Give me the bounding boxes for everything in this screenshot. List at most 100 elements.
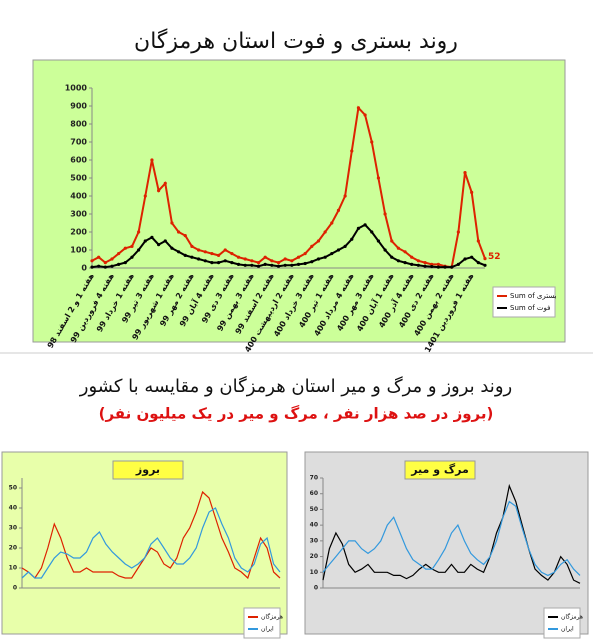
point: [203, 250, 207, 254]
legend-box: [543, 607, 581, 639]
point: [463, 171, 467, 175]
point: [390, 239, 394, 243]
point: [390, 255, 394, 259]
point: [303, 261, 307, 266]
point: [376, 176, 381, 180]
point: [190, 255, 194, 259]
point: [117, 252, 121, 256]
point: [117, 262, 121, 266]
point: [183, 253, 187, 257]
series-line: [21, 490, 281, 580]
point: [97, 255, 101, 259]
point: [430, 264, 434, 269]
chart-background: [304, 451, 589, 635]
point: [443, 265, 447, 269]
section-subtitle: (بروز در صد هزار نفر ، مرگ و میر در یک م…: [99, 405, 494, 423]
title-badge: [404, 460, 476, 480]
point: [190, 244, 194, 248]
y-tick-label: 900: [70, 102, 87, 111]
point: [456, 262, 460, 266]
y-tick-label: 500: [70, 174, 87, 183]
point: [336, 248, 341, 252]
point: [363, 113, 367, 117]
point: [250, 263, 254, 267]
point: [363, 223, 367, 227]
point: [110, 257, 114, 261]
point: [137, 248, 141, 252]
chart-title: بروز: [135, 463, 160, 476]
point: [163, 239, 167, 243]
point: [410, 262, 414, 266]
point: [223, 259, 227, 263]
point: [150, 235, 154, 239]
point: [256, 264, 261, 268]
legend-label: هرمزگان: [561, 613, 583, 621]
point: [143, 194, 147, 198]
point: [303, 252, 307, 256]
y-tick-label: 10: [9, 565, 17, 572]
point: [163, 181, 167, 185]
point: [423, 261, 427, 265]
point: [176, 250, 181, 254]
point: [130, 244, 134, 248]
y-tick-label: 30: [310, 537, 318, 544]
y-tick-label: 800: [70, 120, 87, 129]
point: [330, 221, 334, 225]
point: [323, 255, 327, 259]
point: [403, 250, 407, 254]
point: [176, 230, 181, 234]
point: [323, 230, 327, 234]
point: [416, 263, 420, 267]
point: [316, 257, 321, 261]
point: [370, 140, 374, 144]
point: [290, 263, 294, 267]
point: [403, 261, 407, 265]
point: [396, 246, 401, 250]
y-tick-label: 700: [70, 138, 87, 147]
point: [216, 253, 221, 257]
point: [343, 194, 347, 198]
point: [310, 244, 314, 248]
point: [223, 248, 227, 252]
point: [290, 259, 294, 263]
y-tick-label: 0: [81, 264, 87, 273]
point: [270, 259, 274, 263]
y-tick-label: 50: [9, 485, 17, 492]
point: [343, 244, 347, 248]
point: [470, 255, 474, 259]
point: [143, 239, 147, 243]
y-tick-label: 20: [9, 545, 17, 552]
legend-label: هرمزگان: [261, 613, 283, 621]
point: [483, 263, 487, 267]
y-tick-label: 0: [13, 585, 17, 592]
point: [476, 261, 480, 265]
point: [103, 261, 107, 265]
y-tick-label: 50: [310, 506, 318, 513]
point: [450, 265, 454, 269]
y-tick-label: 20: [310, 553, 318, 560]
point: [296, 262, 301, 266]
y-tick-label: 40: [9, 505, 17, 512]
point: [236, 262, 241, 266]
point: [383, 212, 387, 216]
point: [157, 189, 161, 193]
y-tick-label: 600: [70, 156, 87, 165]
point: [283, 263, 287, 267]
point: [470, 190, 474, 194]
point: [436, 262, 440, 266]
point: [463, 257, 467, 261]
y-tick-label: 10: [310, 569, 318, 576]
point: [236, 255, 241, 259]
point: [423, 264, 427, 268]
legend-label: ایران: [561, 626, 574, 633]
point: [416, 259, 420, 263]
point: [210, 252, 214, 256]
y-tick-label: 30: [9, 525, 17, 532]
point: [263, 255, 267, 259]
point: [336, 208, 341, 212]
data-label: 52: [488, 252, 501, 262]
point: [456, 230, 460, 234]
y-tick-label: 40: [310, 522, 318, 529]
point: [230, 261, 234, 265]
series-line: [322, 500, 581, 577]
